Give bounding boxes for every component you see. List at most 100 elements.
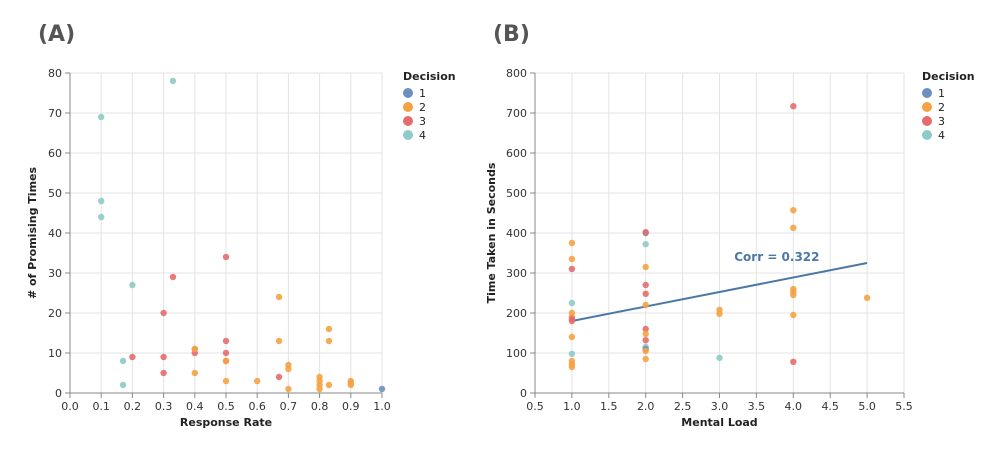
legend-label-4: 4 — [938, 129, 945, 142]
y-tick-label-b: 700 — [506, 107, 527, 120]
panel-label-a: (A) — [38, 22, 76, 47]
y-tick-label-b: 200 — [506, 307, 527, 320]
x-tick-label-a: 0.9 — [342, 400, 360, 413]
y-axis-title-a: # of Promising Times — [26, 167, 39, 300]
x-tick-label-a: 0.8 — [311, 400, 329, 413]
data-point-decision-2 — [275, 293, 283, 301]
data-point-decision-3 — [275, 373, 283, 381]
y-axis-title-b: Time Taken in Seconds — [485, 162, 498, 303]
x-tick-label-b: 3.5 — [748, 400, 766, 413]
data-point-decision-3 — [790, 358, 797, 365]
data-point-decision-2 — [790, 224, 797, 231]
y-tick-label-a: 70 — [48, 107, 62, 120]
data-point-decision-3 — [129, 353, 136, 361]
data-point-decision-3 — [568, 265, 576, 273]
data-point-decision-2 — [275, 337, 283, 345]
legend-swatch-4 — [922, 130, 932, 140]
data-point-decision-2 — [191, 369, 198, 377]
data-point-decision-3 — [222, 349, 230, 357]
y-tick-label-a: 20 — [48, 307, 62, 320]
data-point-decision-2 — [347, 381, 354, 389]
y-tick-label-a: 80 — [48, 67, 62, 80]
y-tick-label-a: 40 — [48, 227, 62, 240]
legend-label-3: 3 — [419, 115, 426, 128]
data-point-decision-2 — [316, 385, 323, 393]
data-point-decision-2 — [222, 377, 230, 385]
legend-swatch-2 — [403, 102, 413, 112]
data-point-decision-2 — [716, 310, 723, 317]
data-point-decision-4 — [119, 381, 127, 389]
legend-label-4: 4 — [419, 129, 426, 142]
x-tick-label-b: 5.5 — [895, 400, 913, 413]
data-point-decision-3 — [642, 290, 649, 297]
x-tick-label-a: 0.3 — [155, 400, 173, 413]
legend-swatch-1 — [922, 88, 932, 98]
data-point-decision-4 — [716, 354, 723, 361]
data-point-decision-2 — [790, 311, 797, 319]
legend-swatch-3 — [922, 116, 932, 126]
legend-label-3: 3 — [938, 115, 945, 128]
data-point-decision-4 — [119, 357, 127, 365]
data-point-decision-3 — [160, 309, 167, 317]
data-point-decision-2 — [568, 255, 576, 263]
y-tick-label-b: 100 — [506, 347, 527, 360]
data-point-decision-3 — [160, 369, 167, 377]
y-tick-label-a: 60 — [48, 147, 62, 160]
legend-title-b: Decision — [922, 70, 975, 83]
data-point-decision-2 — [642, 263, 649, 271]
data-point-decision-3 — [568, 317, 576, 325]
legend-label-2: 2 — [419, 101, 426, 114]
y-tick-label-a: 30 — [48, 267, 62, 280]
y-tick-label-a: 50 — [48, 187, 62, 200]
data-point-decision-2 — [191, 345, 198, 353]
data-point-decision-2 — [568, 333, 576, 341]
data-point-decision-4 — [568, 350, 576, 357]
x-tick-label-a: 1.0 — [373, 400, 391, 413]
data-point-decision-2 — [285, 385, 292, 393]
correlation-annotation: Corr = 0.322 — [734, 250, 819, 264]
data-point-decision-2 — [790, 207, 797, 214]
x-tick-label-a: 0.0 — [61, 400, 79, 413]
x-tick-label-a: 0.2 — [124, 400, 142, 413]
data-point-decision-3 — [169, 273, 177, 281]
x-tick-label-b: 1.5 — [600, 400, 618, 413]
data-point-decision-4 — [642, 241, 649, 248]
x-tick-label-a: 0.7 — [280, 400, 298, 413]
y-tick-label-a: 0 — [55, 387, 62, 400]
y-tick-label-b: 300 — [506, 267, 527, 280]
y-tick-label-a: 10 — [48, 347, 62, 360]
data-point-decision-3 — [160, 353, 167, 361]
x-tick-label-b: 1.0 — [563, 400, 581, 413]
x-tick-label-b: 2.5 — [674, 400, 692, 413]
legend-swatch-2 — [922, 102, 932, 112]
data-point-decision-3 — [642, 325, 649, 333]
data-point-decision-4 — [98, 113, 105, 121]
legend-label-1: 1 — [419, 87, 426, 100]
data-point-decision-3 — [790, 103, 797, 110]
data-point-decision-2 — [285, 365, 292, 373]
x-tick-label-a: 0.1 — [92, 400, 110, 413]
data-point-decision-2 — [642, 347, 649, 355]
x-tick-label-a: 0.4 — [186, 400, 204, 413]
data-point-decision-2 — [642, 330, 649, 337]
x-axis-title-a: Response Rate — [180, 416, 272, 429]
data-point-decision-2 — [325, 337, 333, 345]
x-axis-title-b: Mental Load — [681, 416, 757, 429]
data-point-decision-2 — [325, 325, 333, 333]
y-tick-label-b: 800 — [506, 67, 527, 80]
legend-swatch-4 — [403, 130, 413, 140]
data-point-decision-2 — [568, 363, 576, 371]
data-point-decision-4 — [129, 281, 136, 289]
data-point-decision-4 — [169, 77, 177, 85]
data-point-decision-2 — [790, 291, 797, 299]
data-point-decision-4 — [98, 213, 105, 221]
data-point-decision-4 — [98, 197, 105, 205]
x-tick-label-b: 5.0 — [858, 400, 876, 413]
data-point-decision-3 — [222, 337, 230, 345]
x-tick-label-b: 3.0 — [711, 400, 729, 413]
legend-label-2: 2 — [938, 101, 945, 114]
y-tick-label-b: 500 — [506, 187, 527, 200]
data-point-decision-4 — [568, 299, 576, 307]
y-tick-label-b: 0 — [520, 387, 527, 400]
